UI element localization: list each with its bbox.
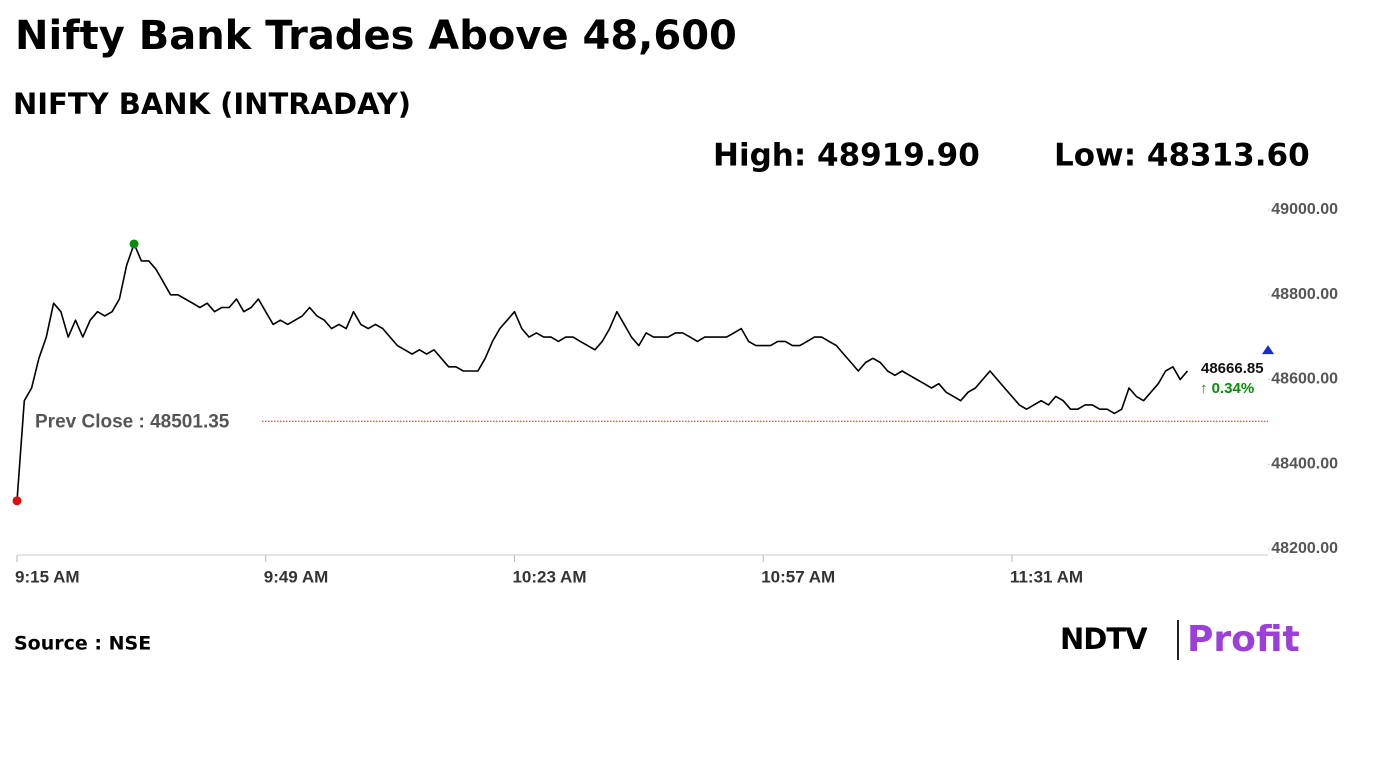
low-marker xyxy=(12,496,22,506)
logo-profit: Profit xyxy=(1187,619,1300,660)
y-tick-label: 48800.00 xyxy=(1271,286,1338,303)
source: Source : NSE xyxy=(14,633,151,655)
x-tick-label: 9:15 AM xyxy=(15,567,80,586)
last-value: 48666.85 xyxy=(1201,360,1264,377)
logo-ndtv: NDTV xyxy=(1060,622,1148,656)
y-tick-label: 48600.00 xyxy=(1271,371,1338,388)
x-tick-label: 10:57 AM xyxy=(761,567,835,586)
x-tick-label: 11:31 AM xyxy=(1010,567,1083,586)
price-line xyxy=(16,243,1189,501)
x-tick-label: 10:23 AM xyxy=(512,567,586,586)
subtitle: NIFTY BANK (INTRADAY) xyxy=(13,87,411,121)
x-tick-label: 9:49 AM xyxy=(264,567,329,586)
y-tick-label: 48200.00 xyxy=(1271,540,1338,557)
low-label: Low: 48313.60 xyxy=(1054,138,1310,174)
high-marker xyxy=(129,239,139,249)
y-tick-label: 49000.00 xyxy=(1271,201,1338,218)
last-marker xyxy=(1262,345,1274,355)
change-label: ↑ 0.34% xyxy=(1200,380,1254,397)
prev-close-label: Prev Close : 48501.35 xyxy=(35,411,230,432)
y-tick-label: 48400.00 xyxy=(1271,455,1338,472)
chart-title: Nifty Bank Trades Above 48,600 xyxy=(15,13,737,59)
high-label: High: 48919.90 xyxy=(713,138,980,174)
